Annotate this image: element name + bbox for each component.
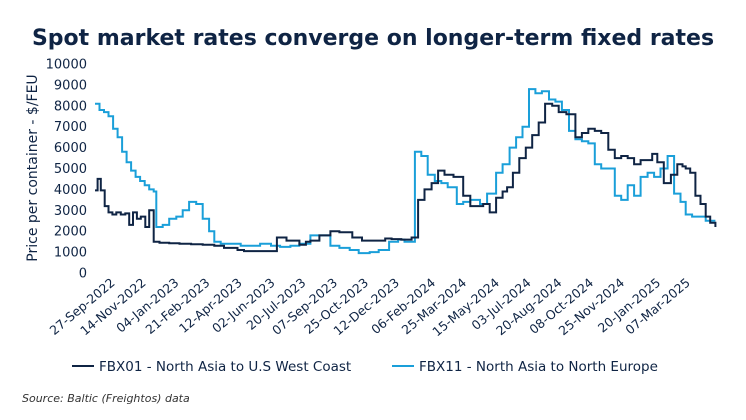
legend: FBX01 - North Asia to U.S West Coast FBX…	[72, 359, 658, 375]
x-axis-ticks: 27-Sep-202214-Nov-202204-Jan-202321-Feb-…	[47, 275, 693, 339]
series-line-fbx01	[95, 102, 717, 253]
source-note: Source: Baltic (Freightos) data	[22, 392, 190, 405]
legend-label-fbx01: FBX01 - North Asia to U.S West Coast	[99, 359, 351, 375]
y-axis-label: Price per container - $/FEU	[25, 74, 41, 261]
y-tick-label: 4000	[54, 183, 87, 198]
y-tick-label: 1000	[54, 246, 87, 261]
y-tick-label: 5000	[54, 162, 87, 177]
y-tick-label: 10000	[46, 58, 87, 73]
y-tick-label: 7000	[54, 120, 87, 135]
series-lines	[95, 88, 717, 255]
y-tick-label: 9000	[54, 78, 87, 93]
y-tick-label: 3000	[54, 204, 87, 219]
chart-title: Spot market rates converge on longer-ter…	[32, 26, 714, 51]
y-tick-label: 6000	[54, 141, 87, 156]
y-tick-label: 0	[79, 267, 87, 282]
y-tick-label: 8000	[54, 99, 87, 114]
legend-label-fbx11: FBX11 - North Asia to North Europe	[419, 359, 658, 375]
series-line-fbx11	[95, 88, 716, 255]
y-axis-ticks: 0 1000 2000 3000 4000 5000 6000 7000 8000 9000 100…	[46, 58, 87, 282]
y-tick-label: 2000	[54, 225, 87, 240]
